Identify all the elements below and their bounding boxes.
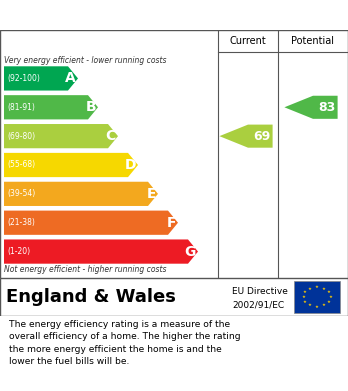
Text: (69-80): (69-80)	[7, 132, 35, 141]
Text: ★: ★	[303, 300, 307, 304]
Polygon shape	[219, 125, 272, 148]
Text: ★: ★	[327, 300, 331, 304]
Text: 83: 83	[319, 101, 336, 114]
Bar	[294, 281, 340, 313]
Text: (92-100): (92-100)	[7, 74, 40, 83]
Text: D: D	[125, 158, 136, 172]
Polygon shape	[4, 153, 138, 177]
Polygon shape	[284, 96, 338, 119]
Text: (81-91): (81-91)	[7, 103, 35, 112]
Text: ★: ★	[308, 287, 312, 291]
Text: ★: ★	[301, 295, 305, 299]
Text: ★: ★	[322, 287, 326, 291]
Polygon shape	[4, 182, 158, 206]
Text: Not energy efficient - higher running costs: Not energy efficient - higher running co…	[4, 265, 166, 274]
Text: ★: ★	[315, 305, 319, 308]
Text: Energy Efficiency Rating: Energy Efficiency Rating	[9, 7, 229, 23]
Text: E: E	[147, 187, 156, 201]
Text: The energy efficiency rating is a measure of the
overall efficiency of a home. T: The energy efficiency rating is a measur…	[9, 319, 240, 366]
Polygon shape	[4, 95, 98, 119]
Text: Current: Current	[230, 36, 266, 46]
Polygon shape	[4, 211, 178, 235]
Text: (1-20): (1-20)	[7, 247, 30, 256]
Text: F: F	[166, 216, 176, 230]
Polygon shape	[4, 239, 198, 264]
Text: ★: ★	[315, 285, 319, 289]
Text: (39-54): (39-54)	[7, 189, 35, 198]
Text: Potential: Potential	[292, 36, 334, 46]
Text: C: C	[106, 129, 116, 143]
Text: Very energy efficient - lower running costs: Very energy efficient - lower running co…	[4, 56, 166, 65]
Text: (21-38): (21-38)	[7, 218, 35, 227]
Text: A: A	[65, 72, 76, 85]
Text: ★: ★	[308, 303, 312, 307]
Text: EU Directive: EU Directive	[232, 287, 288, 296]
Text: G: G	[185, 245, 196, 258]
Text: 2002/91/EC: 2002/91/EC	[232, 300, 284, 309]
Text: ★: ★	[303, 290, 307, 294]
Text: England & Wales: England & Wales	[6, 288, 176, 306]
Text: B: B	[85, 100, 96, 114]
Text: ★: ★	[329, 295, 333, 299]
Text: 69: 69	[254, 130, 271, 143]
Text: ★: ★	[322, 303, 326, 307]
Polygon shape	[4, 66, 78, 91]
Text: (55-68): (55-68)	[7, 160, 35, 170]
Text: ★: ★	[327, 290, 331, 294]
Polygon shape	[4, 124, 118, 148]
